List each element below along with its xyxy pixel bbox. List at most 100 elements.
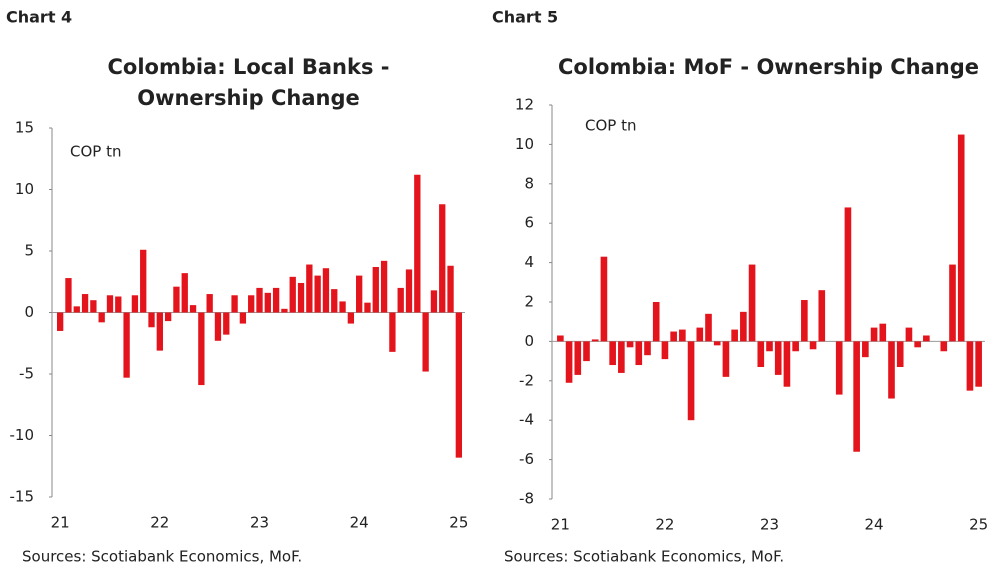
y-tick-label: -4 (519, 411, 534, 429)
bar (347, 312, 355, 324)
bar (679, 329, 686, 342)
y-tick-label: 10 (15, 180, 34, 198)
bar (766, 341, 773, 352)
bar (231, 295, 238, 313)
unit-label: COP tn (70, 143, 121, 161)
x-tick-label: 22 (655, 516, 674, 534)
bar (618, 341, 625, 373)
x-tick-label: 21 (551, 516, 570, 534)
bar (774, 341, 782, 375)
bar (364, 302, 371, 313)
bar (297, 282, 305, 313)
bar (214, 312, 222, 341)
bar (281, 308, 288, 313)
bar (957, 134, 965, 342)
x-tick-label: 22 (150, 514, 169, 532)
bar (966, 341, 974, 391)
bar (896, 341, 904, 368)
bar (687, 341, 695, 421)
bar (905, 327, 913, 342)
bar (644, 341, 651, 356)
bar (574, 341, 582, 375)
y-tick-label: 4 (524, 253, 534, 271)
bar (206, 294, 213, 313)
bar (181, 273, 188, 313)
bar (314, 275, 321, 313)
y-tick-label: -15 (10, 488, 35, 506)
bar (888, 341, 895, 399)
bar (422, 312, 429, 372)
bar (198, 312, 205, 386)
bar (565, 341, 573, 383)
bar (131, 295, 139, 313)
bar (339, 301, 346, 313)
bar (705, 313, 712, 342)
bar (914, 341, 921, 348)
bar (106, 295, 114, 313)
bar (557, 335, 564, 342)
bar (600, 256, 608, 342)
bar (430, 290, 438, 313)
bar (923, 335, 930, 342)
x-tick-label: 25 (969, 516, 988, 534)
chart-title: Colombia: MoF - Ownership Change (558, 55, 979, 79)
y-tick-label: 10 (515, 135, 534, 153)
bar (405, 269, 413, 313)
bar (583, 341, 590, 362)
bar (862, 341, 869, 358)
bar (652, 302, 660, 342)
bar (844, 207, 852, 342)
bar (380, 260, 388, 313)
bar (818, 290, 826, 342)
bar (65, 278, 72, 313)
bar (73, 306, 80, 313)
bar (835, 341, 843, 395)
bar (115, 296, 122, 313)
x-tick-label: 23 (250, 514, 269, 532)
chart-label: Chart 5 (492, 8, 558, 27)
y-tick-label: -8 (519, 490, 534, 508)
bar (356, 275, 363, 313)
bar (439, 204, 446, 313)
bar (123, 312, 130, 378)
y-tick-label: 15 (15, 119, 34, 137)
y-tick-label: -6 (519, 450, 534, 468)
bar (81, 294, 89, 313)
chart-title: Ownership Change (137, 86, 360, 110)
source: Sources: Scotiabank Economics, MoF. (22, 548, 302, 566)
bar (783, 341, 791, 387)
y-tick-label: 5 (24, 242, 34, 260)
bar (853, 341, 860, 452)
x-tick-label: 25 (449, 514, 468, 532)
bar (98, 312, 105, 323)
bar (949, 264, 956, 342)
bar (792, 341, 799, 352)
bar (223, 312, 230, 335)
bar (713, 341, 721, 346)
x-tick-label: 24 (865, 516, 884, 534)
bar (731, 329, 738, 342)
chart-title: Colombia: Local Banks - (107, 55, 389, 79)
bar (289, 276, 296, 313)
bar (670, 331, 677, 342)
bar (156, 312, 163, 351)
bar (56, 312, 64, 331)
bar (239, 312, 247, 324)
bar (696, 327, 704, 342)
bar (389, 312, 396, 352)
y-tick-label: 0 (24, 303, 34, 321)
y-tick-label: 6 (524, 214, 534, 232)
y-tick-label: 2 (524, 293, 534, 311)
bar (940, 341, 948, 352)
bar (248, 295, 255, 313)
source: Sources: Scotiabank Economics, MoF. (504, 548, 784, 566)
bar (140, 249, 147, 313)
chart-label: Chart 4 (6, 8, 72, 27)
bar (879, 323, 887, 342)
bar (331, 289, 338, 313)
bar (626, 341, 634, 348)
bar (173, 286, 180, 313)
bar (635, 341, 643, 366)
x-tick-label: 23 (760, 516, 779, 534)
